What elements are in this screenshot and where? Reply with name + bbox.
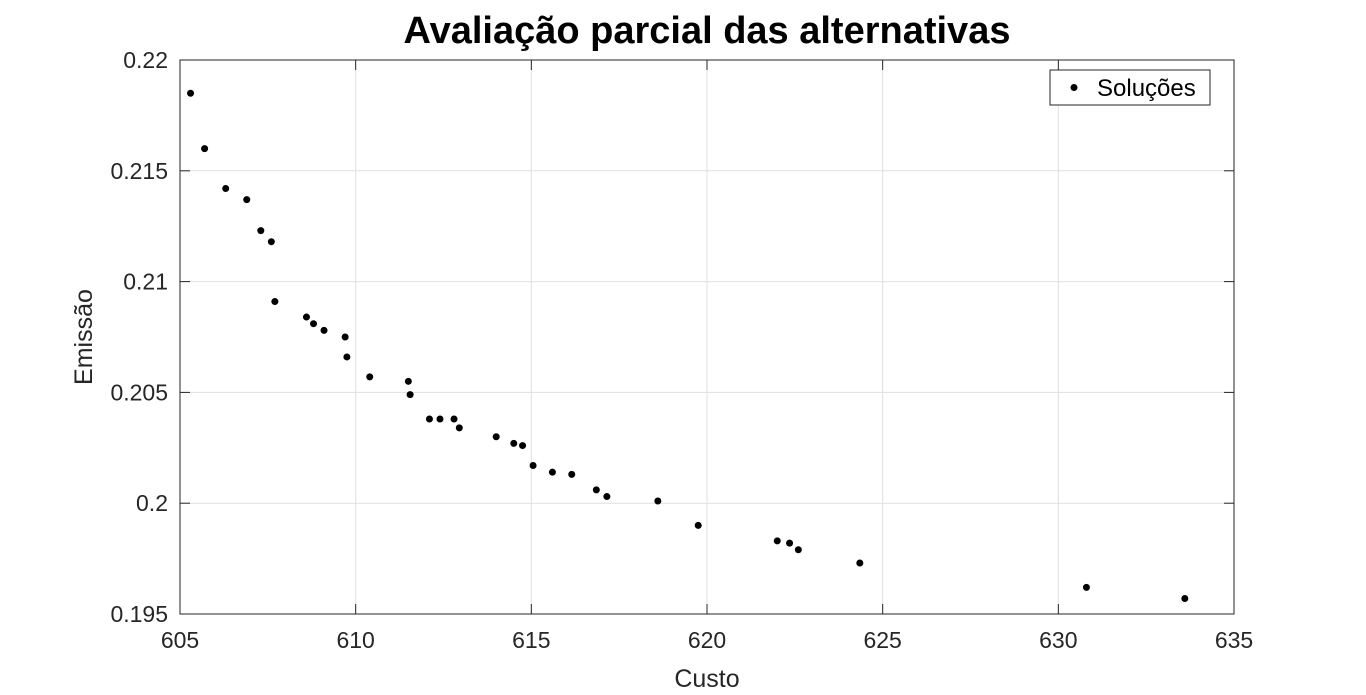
y-tick-label: 0.195 bbox=[110, 601, 168, 627]
scatter-point bbox=[519, 442, 527, 450]
scatter-point bbox=[404, 377, 412, 385]
scatter-point bbox=[794, 546, 802, 554]
y-axis-label: Emissão bbox=[70, 289, 98, 385]
scatter-point bbox=[257, 227, 265, 235]
x-tick-label: 620 bbox=[688, 627, 726, 653]
scatter-point bbox=[592, 486, 600, 494]
x-tick-label: 615 bbox=[512, 627, 550, 653]
scatter-point bbox=[267, 238, 275, 246]
x-tick-label: 635 bbox=[1215, 627, 1253, 653]
scatter-point bbox=[529, 462, 537, 470]
x-tick-label: 625 bbox=[863, 627, 901, 653]
scatter-point bbox=[1082, 583, 1090, 591]
scatter-point bbox=[492, 433, 500, 441]
scatter-point bbox=[406, 391, 414, 399]
scatter-point bbox=[654, 497, 662, 505]
y-tick-label: 0.205 bbox=[110, 379, 168, 405]
y-tick-label: 0.21 bbox=[123, 269, 168, 295]
legend-marker bbox=[1070, 84, 1078, 91]
y-tick-label: 0.215 bbox=[110, 158, 168, 184]
scatter-point bbox=[786, 539, 794, 547]
x-axis-label: Custo bbox=[674, 665, 739, 693]
scatter-point bbox=[455, 424, 463, 432]
scatter-point bbox=[320, 326, 328, 334]
legend-label: Soluções bbox=[1097, 75, 1196, 102]
scatter-point bbox=[201, 145, 209, 153]
scatter-point bbox=[450, 415, 458, 423]
scatter-point bbox=[856, 559, 864, 567]
scatter-point bbox=[1181, 594, 1189, 602]
scatter-point bbox=[302, 313, 310, 321]
scatter-point bbox=[436, 415, 444, 423]
scatter-point bbox=[568, 470, 576, 478]
y-tick-label: 0.22 bbox=[123, 47, 168, 73]
scatter-point bbox=[548, 468, 556, 476]
scatter-point bbox=[343, 353, 351, 361]
scatter-point bbox=[310, 320, 318, 328]
scatter-point bbox=[187, 89, 195, 97]
x-tick-label: 610 bbox=[336, 627, 374, 653]
x-tick-label: 605 bbox=[161, 627, 199, 653]
chart-title: Avaliação parcial das alternativas bbox=[404, 10, 1011, 52]
scatter-point bbox=[425, 415, 433, 423]
scatter-point bbox=[773, 537, 781, 545]
scatter-point bbox=[366, 373, 374, 381]
scatter-point bbox=[222, 185, 230, 193]
scatter-point bbox=[603, 493, 611, 501]
scatter-point bbox=[271, 298, 279, 306]
ticks: 605 610 615 620 625 630 635 0.195 0.2 0.205 0.21 0.… bbox=[110, 47, 1253, 653]
scatter-point bbox=[510, 439, 518, 447]
legend: Soluções bbox=[1049, 69, 1211, 106]
scatter-point bbox=[694, 521, 702, 529]
x-tick-label: 630 bbox=[1039, 627, 1077, 653]
y-tick-label: 0.2 bbox=[136, 490, 168, 516]
data-points bbox=[187, 89, 1189, 602]
scatter-point bbox=[341, 333, 349, 341]
scatter-point bbox=[243, 196, 251, 204]
